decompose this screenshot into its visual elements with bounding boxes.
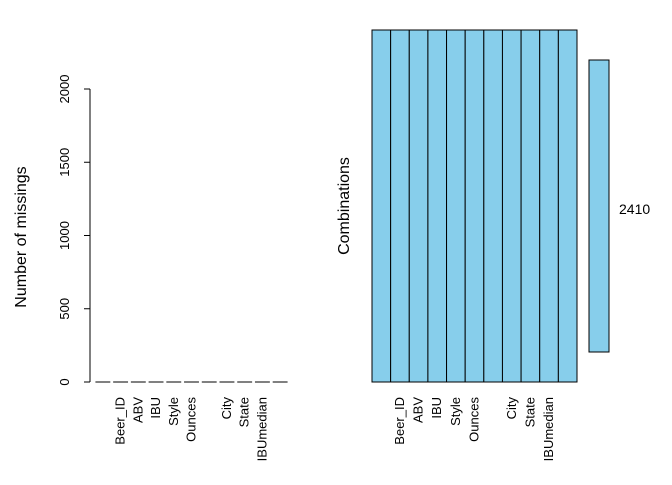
x-tick-label: IBUmedian <box>541 397 556 461</box>
left-y-tick-label: 0 <box>57 378 72 385</box>
combination-cell <box>539 29 559 383</box>
x-tick-label: City <box>504 397 519 420</box>
x-tick-label: State <box>237 397 252 427</box>
x-tick-label: ABV <box>411 397 426 423</box>
left-y-tick-label: 1500 <box>57 148 72 177</box>
x-tick-label: Style <box>166 397 181 426</box>
combination-frequency-bar <box>588 59 610 353</box>
combination-cell <box>446 29 466 383</box>
x-tick-label: Ounces <box>467 397 482 442</box>
left-y-axis-label: Number of missings <box>13 166 30 307</box>
combination-count-label: 2410 <box>619 201 650 217</box>
combination-cell <box>483 29 503 383</box>
combination-cell <box>520 29 541 383</box>
combination-cell <box>557 29 578 383</box>
combination-cell <box>408 29 429 383</box>
x-tick-label: ABV <box>130 397 145 423</box>
x-tick-label: IBU <box>429 397 444 419</box>
combination-cell <box>464 29 485 383</box>
right-y-axis-label: Combinations <box>336 157 353 255</box>
left-y-tick-label: 1000 <box>57 221 72 250</box>
x-tick-label: State <box>522 397 537 427</box>
x-tick-label: Beer_ID <box>392 397 407 445</box>
x-tick-label: IBUmedian <box>254 397 269 461</box>
left-y-tick-label: 500 <box>57 298 72 320</box>
combination-cell <box>427 29 448 383</box>
combination-cell <box>371 29 392 383</box>
x-tick-label: Style <box>448 397 463 426</box>
left-y-tick-label: 2000 <box>57 75 72 104</box>
combination-cell <box>501 29 522 383</box>
missings-bar-panel: Number of missings 0 500 1000 1500 2000 Beer_… <box>13 75 288 461</box>
x-tick-label: Beer_ID <box>113 397 128 445</box>
x-tick-label: City <box>219 397 234 420</box>
combination-cell <box>390 29 410 383</box>
x-tick-label: Ounces <box>184 397 199 442</box>
combinations-panel: Combinations 2410 Beer_ID ABV IBU Style Ounce… <box>336 29 650 461</box>
x-tick-label: IBU <box>148 397 163 419</box>
